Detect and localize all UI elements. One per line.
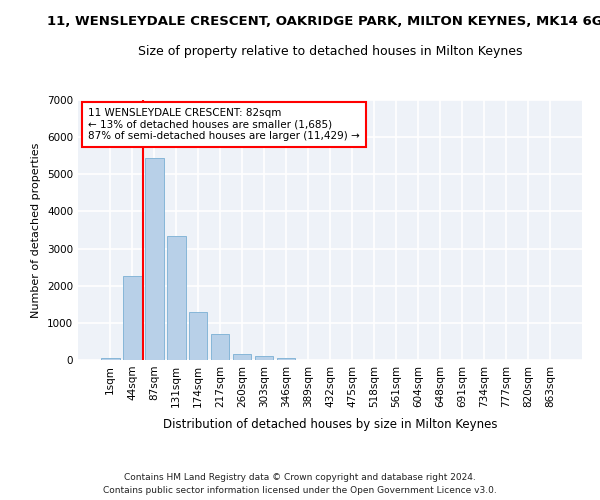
- Bar: [255, 356, 274, 360]
- Text: Size of property relative to detached houses in Milton Keynes: Size of property relative to detached ho…: [138, 45, 522, 58]
- Text: 11 WENSLEYDALE CRESCENT: 82sqm
← 13% of detached houses are smaller (1,685)
87% : 11 WENSLEYDALE CRESCENT: 82sqm ← 13% of …: [88, 108, 360, 141]
- X-axis label: Distribution of detached houses by size in Milton Keynes: Distribution of detached houses by size …: [163, 418, 497, 431]
- Bar: [189, 312, 208, 360]
- Bar: [123, 276, 142, 360]
- Text: Contains HM Land Registry data © Crown copyright and database right 2024.
Contai: Contains HM Land Registry data © Crown c…: [103, 474, 497, 495]
- Bar: [211, 334, 229, 360]
- Bar: [145, 158, 164, 360]
- Y-axis label: Number of detached properties: Number of detached properties: [31, 142, 41, 318]
- Bar: [101, 358, 119, 360]
- Bar: [277, 358, 295, 360]
- Text: 11, WENSLEYDALE CRESCENT, OAKRIDGE PARK, MILTON KEYNES, MK14 6GX: 11, WENSLEYDALE CRESCENT, OAKRIDGE PARK,…: [47, 15, 600, 28]
- Bar: [167, 236, 185, 360]
- Bar: [233, 354, 251, 360]
